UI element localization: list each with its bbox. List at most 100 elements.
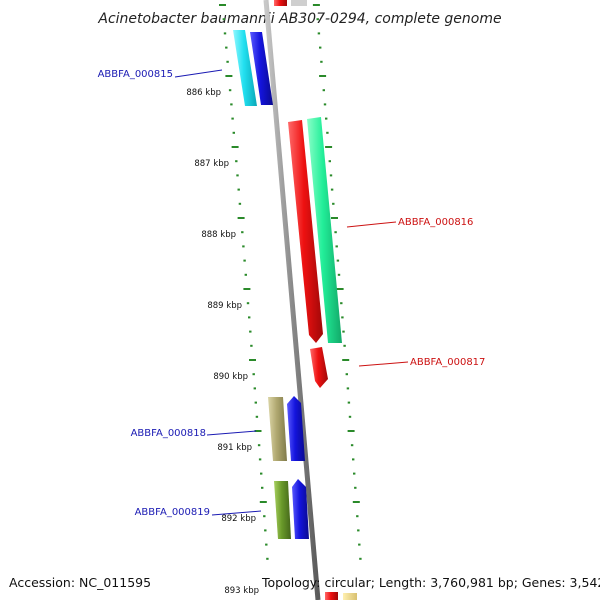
outer-ring-dot (353, 472, 356, 475)
inner-ring-dot (238, 202, 242, 205)
gene-abbfa-000819-blue (292, 479, 309, 539)
gene-fragment-top-grey (291, 0, 307, 6)
inner-ring-dot (244, 273, 247, 276)
outer-ring-dot (342, 330, 345, 333)
outer-ring-dot (358, 543, 361, 546)
inner-ring-dot (231, 117, 234, 120)
outer-ring-dot (325, 117, 328, 120)
inner-ring-dot (226, 60, 229, 63)
tick-label-891: 891 kbp (217, 443, 252, 453)
summary-text: Topology: circular; Length: 3,760,981 bp… (261, 575, 600, 590)
genome-backbone (263, 0, 321, 600)
inner-ring-dot (237, 188, 240, 191)
outer-ring-dot (347, 401, 351, 404)
leader-line-000815 (174, 69, 223, 78)
outer-ring-dot (319, 46, 322, 49)
inner-ring-dot (263, 515, 266, 518)
inner-ring-dot (243, 288, 251, 290)
outer-ring-dot (336, 288, 344, 290)
inner-ring-dot (257, 444, 261, 447)
gene-abbfa-000815-blue (250, 32, 273, 105)
tick-label-892: 892 kbp (221, 514, 256, 524)
outer-ring-dot (325, 146, 333, 148)
gene-fragment-top-red (274, 0, 287, 6)
tick-label-890: 890 kbp (213, 372, 248, 382)
gene-label-000816[interactable]: ABBFA_000816 (398, 217, 473, 228)
inner-ring-dot (264, 529, 267, 532)
outer-ring-dot (326, 131, 329, 134)
outer-ring-dot (331, 217, 338, 219)
outer-scale-ring (312, 4, 362, 560)
outer-ring-dot (354, 486, 357, 489)
inner-ring-dot (246, 302, 250, 305)
leader-line-000816 (346, 221, 397, 228)
gene-abbfa-000818-blue (287, 396, 305, 461)
inner-ring-dot (254, 401, 257, 404)
tick-label-893: 893 kbp (224, 586, 259, 596)
gene-label-000818[interactable]: ABBFA_000818 (131, 428, 206, 439)
gene-fragment-bottom-yellow (343, 593, 357, 600)
inner-ring-dot (230, 103, 233, 106)
outer-ring-dot (332, 202, 335, 205)
outer-ring-dot (340, 302, 343, 305)
inner-ring-dot (225, 75, 233, 77)
leader-line-000817 (358, 361, 409, 367)
gene-abbfa-000817 (310, 347, 328, 388)
outer-ring-dot (359, 557, 362, 560)
gene-label-000819[interactable]: ABBFA_000819 (135, 507, 210, 518)
outer-ring-dot (352, 458, 355, 461)
outer-ring-dot (346, 387, 350, 390)
outer-ring-dot (348, 415, 352, 418)
outer-ring-dot (356, 515, 359, 518)
inner-ring-dot (228, 89, 232, 92)
outer-ring-dot (342, 359, 350, 361)
inner-ring-dot (236, 174, 239, 177)
inner-ring-dot (261, 486, 264, 489)
outer-ring-dot (350, 444, 354, 447)
accession-text: Accession: NC_011595 (9, 575, 151, 590)
outer-ring-dot (347, 430, 355, 432)
tick-label-887: 887 kbp (194, 159, 229, 169)
outer-ring-dot (341, 316, 344, 319)
inner-ring-dot (248, 316, 251, 319)
tick-label-888: 888 kbp (201, 230, 236, 240)
gene-abbfa-000815-cyan (233, 30, 257, 106)
gene-abbfa-000816-red (288, 120, 323, 343)
outer-ring-dot (334, 231, 337, 234)
outer-ring-dot (323, 103, 327, 106)
inner-ring-dot (254, 430, 262, 432)
inner-ring-dot (249, 330, 252, 333)
outer-ring-dot (312, 4, 320, 6)
gene-label-000815[interactable]: ABBFA_000815 (98, 69, 173, 80)
gene-abbfa-000816 (307, 117, 342, 343)
inner-ring-dot (258, 458, 262, 461)
inner-ring-dot (232, 131, 235, 134)
gene-fragment-bottom-red (325, 592, 338, 600)
inner-ring-dot (259, 501, 267, 503)
inner-ring-dot (266, 557, 269, 560)
outer-ring-dot (352, 501, 360, 503)
outer-ring-dot (317, 32, 321, 35)
outer-ring-dot (345, 373, 348, 376)
gene-abbfa-000818-khaki (268, 397, 287, 461)
inner-ring-dot (249, 359, 256, 361)
tick-label-886: 886 kbp (186, 88, 221, 98)
inner-ring-dot (252, 373, 255, 376)
leader-line-000818 (206, 430, 257, 436)
gene-abbfa-000819-olive (274, 481, 291, 539)
inner-ring-dot (265, 543, 268, 546)
gene-label-000817[interactable]: ABBFA_000817 (410, 357, 485, 368)
inner-scale-ring (219, 4, 269, 560)
outer-ring-dot (335, 245, 338, 248)
inner-ring-dot (255, 415, 259, 418)
outer-ring-dot (357, 529, 360, 532)
inner-ring-dot (223, 32, 227, 35)
inner-ring-dot (219, 4, 226, 6)
outer-ring-dot (320, 60, 323, 63)
outer-ring-dot (330, 188, 334, 191)
outer-ring-dot (319, 75, 327, 77)
inner-ring-dot (250, 344, 253, 347)
leader-line-000819 (211, 510, 262, 516)
inner-ring-dot (253, 387, 256, 390)
outer-ring-dot (329, 174, 333, 177)
